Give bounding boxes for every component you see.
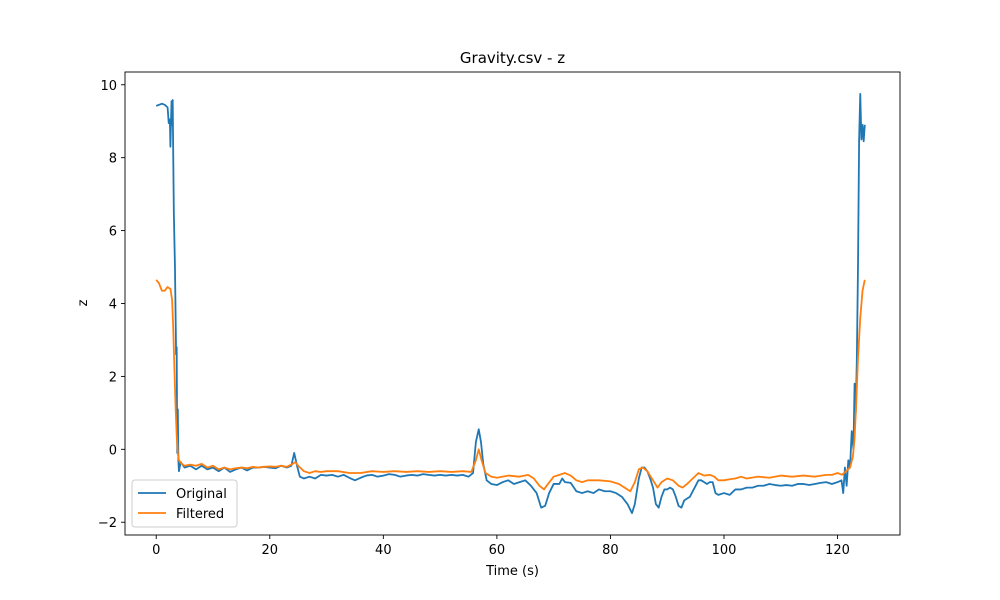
y-tick-label: 2 [109, 370, 117, 385]
x-tick-label: 20 [262, 543, 279, 558]
x-tick-label: 0 [152, 543, 160, 558]
y-tick-label: 6 [109, 225, 117, 240]
series-layer [155, 92, 866, 515]
x-axis-label: Time (s) [485, 564, 539, 579]
y-tick-label: 0 [109, 443, 117, 458]
plot-area [125, 72, 900, 535]
y-tick-label: 8 [109, 152, 117, 167]
legend-label-original: Original [176, 487, 227, 502]
series-line-filtered [155, 279, 866, 493]
y-axis-label: z [76, 299, 91, 306]
x-tick-label: 60 [489, 543, 506, 558]
legend-label-filtered: Filtered [176, 507, 224, 522]
y-tick-label: −2 [98, 516, 117, 531]
y-tick-label: 10 [100, 79, 117, 94]
y-tick-label: 4 [109, 298, 117, 313]
x-tick-label: 120 [825, 543, 850, 558]
x-tick-label: 40 [375, 543, 392, 558]
plot-background [125, 72, 900, 535]
axes-layer: 0 20 40 60 80 100 120 −2 0 2 4 6 8 10 [98, 71, 901, 558]
legend-box [131, 479, 238, 528]
chart-title: Gravity.csv - z [460, 49, 565, 67]
legend: Original Filtered [131, 479, 238, 528]
x-tick-label: 100 [712, 543, 737, 558]
x-tick-label: 80 [602, 543, 619, 558]
